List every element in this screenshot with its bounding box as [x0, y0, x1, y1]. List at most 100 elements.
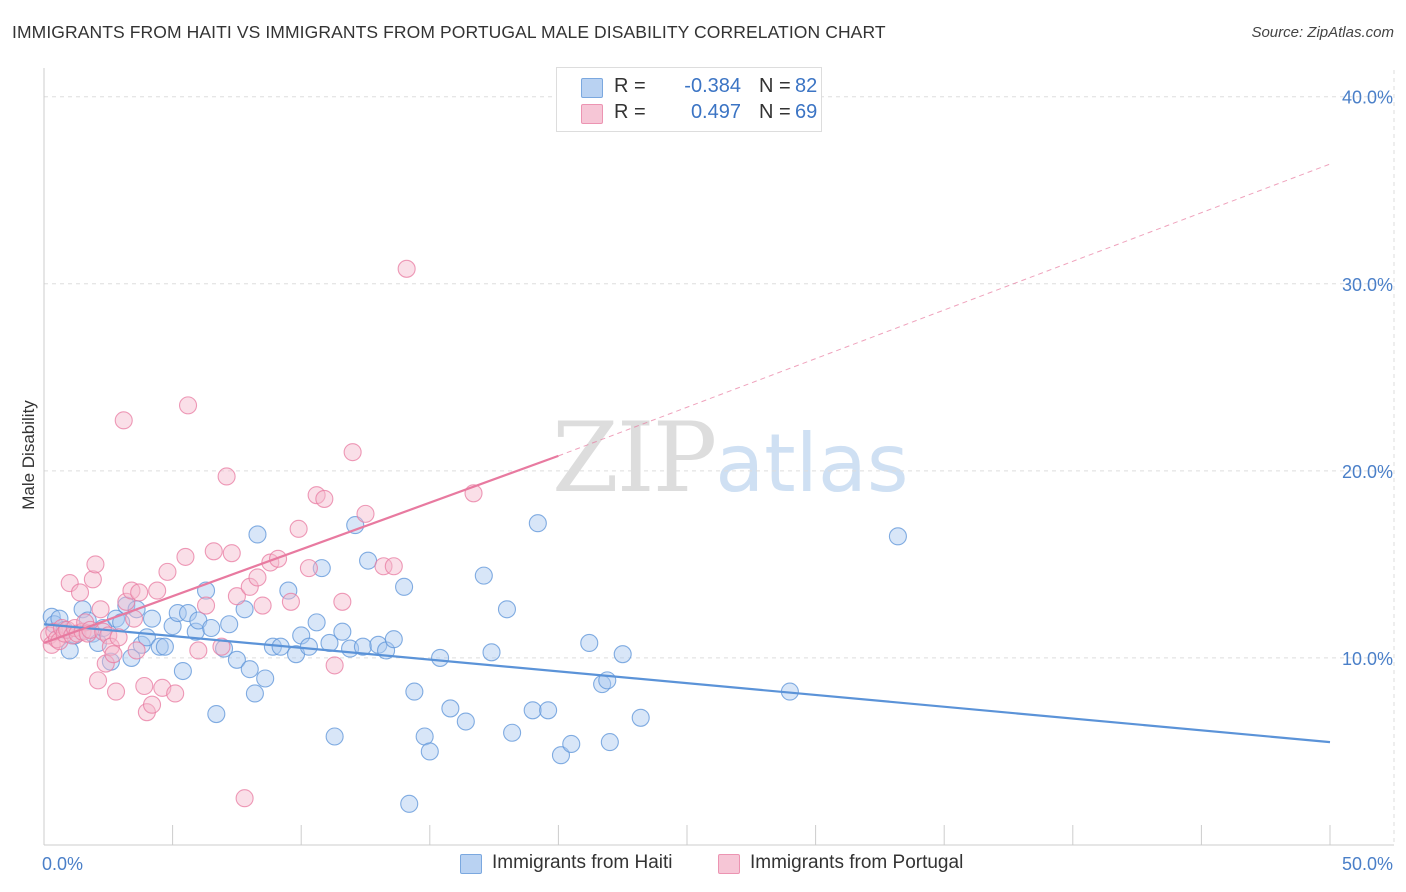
point-portugal: [88, 671, 108, 690]
point-haiti: [227, 650, 246, 669]
point-portugal: [289, 519, 308, 538]
point-portugal: [176, 547, 195, 566]
point-portugal: [227, 587, 246, 606]
axes: [43, 68, 1394, 846]
trend-line-haiti: [43, 623, 1331, 744]
point-haiti: [150, 637, 169, 656]
point-portugal: [374, 557, 393, 576]
point-portugal: [70, 583, 90, 602]
point-haiti: [325, 727, 344, 746]
point-portugal: [299, 559, 318, 578]
point-portugal: [106, 682, 126, 701]
point-haiti: [299, 637, 318, 656]
point-portugal: [384, 557, 403, 576]
legend-r-value: 0.497: [690, 101, 741, 123]
point-haiti: [551, 746, 571, 765]
point-portugal: [356, 504, 375, 523]
y-tick-label: 10.0%: [1342, 649, 1393, 669]
point-haiti: [256, 669, 275, 688]
point-haiti: [482, 643, 501, 662]
point-haiti: [384, 630, 403, 649]
point-portugal: [109, 628, 128, 647]
point-haiti: [888, 527, 907, 546]
point-portugal: [222, 544, 241, 563]
point-portugal: [248, 568, 267, 587]
tick-labels: 10.0% 20.0% 30.0% 40.0% 0.0% 50.0%: [42, 88, 1393, 874]
trend-line-portugal: [43, 454, 559, 644]
legend-swatch-haiti: [581, 78, 603, 98]
point-portugal: [204, 542, 223, 561]
point-haiti: [248, 525, 267, 544]
point-haiti: [415, 727, 434, 746]
point-haiti: [497, 600, 517, 619]
point-portugal: [60, 574, 79, 593]
point-portugal: [240, 577, 259, 596]
point-haiti: [631, 708, 650, 727]
legend-r-label: R =: [614, 75, 646, 97]
point-portugal: [142, 695, 162, 714]
point-portugal: [397, 259, 416, 278]
point-portugal: [91, 600, 110, 619]
point-haiti: [474, 566, 493, 585]
point-haiti: [186, 622, 205, 641]
source-label: Source: ZipAtlas.com: [1251, 24, 1394, 41]
bottom-legend-swatch-haiti: [460, 854, 482, 874]
bottom-legend-swatch-portugal: [718, 854, 740, 874]
bottom-legend-label-portugal: Immigrants from Portugal: [750, 852, 964, 873]
point-portugal: [83, 570, 102, 589]
legend-n-value: 82: [795, 75, 818, 97]
point-portugal: [158, 562, 177, 581]
chart-title: IMMIGRANTS FROM HAITI VS IMMIGRANTS FROM…: [12, 22, 886, 42]
point-haiti: [359, 551, 378, 570]
point-portugal: [148, 581, 167, 600]
point-portugal: [130, 583, 149, 602]
point-portugal: [122, 581, 141, 600]
point-portugal: [101, 637, 120, 656]
point-portugal: [325, 656, 344, 675]
watermark: ZIPatlas: [552, 402, 909, 514]
point-portugal: [117, 592, 136, 611]
point-haiti: [613, 645, 632, 664]
point-haiti: [523, 701, 542, 720]
point-haiti: [178, 603, 198, 623]
point-haiti: [562, 734, 581, 754]
legend: R = -0.384 N = 82 R = 0.497 N = 69: [556, 67, 822, 132]
point-portugal: [333, 592, 352, 611]
point-haiti: [240, 660, 259, 679]
watermark-zip: ZIP: [552, 402, 717, 514]
point-haiti: [420, 742, 439, 761]
point-haiti: [333, 622, 352, 641]
point-portugal: [127, 641, 146, 660]
trend-lines: [43, 163, 1331, 744]
point-portugal: [104, 645, 123, 664]
point-haiti: [600, 733, 619, 752]
point-portugal: [114, 411, 133, 430]
point-haiti: [220, 615, 239, 634]
point-haiti: [353, 637, 372, 656]
legend-r-label: R =: [614, 101, 646, 123]
point-portugal: [96, 654, 115, 673]
bottom-legend-label-haiti: Immigrants from Haiti: [492, 852, 673, 873]
point-haiti: [245, 684, 264, 703]
legend-n-label: N =: [759, 75, 791, 97]
point-haiti: [441, 699, 460, 718]
point-portugal: [196, 596, 216, 615]
point-haiti: [400, 794, 419, 813]
point-portugal: [135, 676, 154, 696]
point-haiti: [207, 704, 226, 724]
point-haiti: [580, 633, 599, 653]
y-axis-label: Male Disability: [19, 400, 38, 510]
y-tick-label: 30.0%: [1342, 275, 1393, 295]
point-haiti: [307, 613, 326, 632]
point-portugal: [189, 641, 208, 660]
point-portugal: [343, 443, 362, 462]
point-haiti: [173, 661, 192, 681]
x-tick-label: 50.0%: [1342, 854, 1393, 874]
point-portugal: [212, 637, 231, 656]
point-haiti: [279, 581, 298, 600]
legend-swatch-portugal: [581, 104, 603, 124]
point-haiti: [539, 701, 558, 720]
point-haiti: [202, 618, 221, 638]
legend-n-value: 69: [795, 101, 818, 123]
point-portugal: [178, 396, 198, 415]
